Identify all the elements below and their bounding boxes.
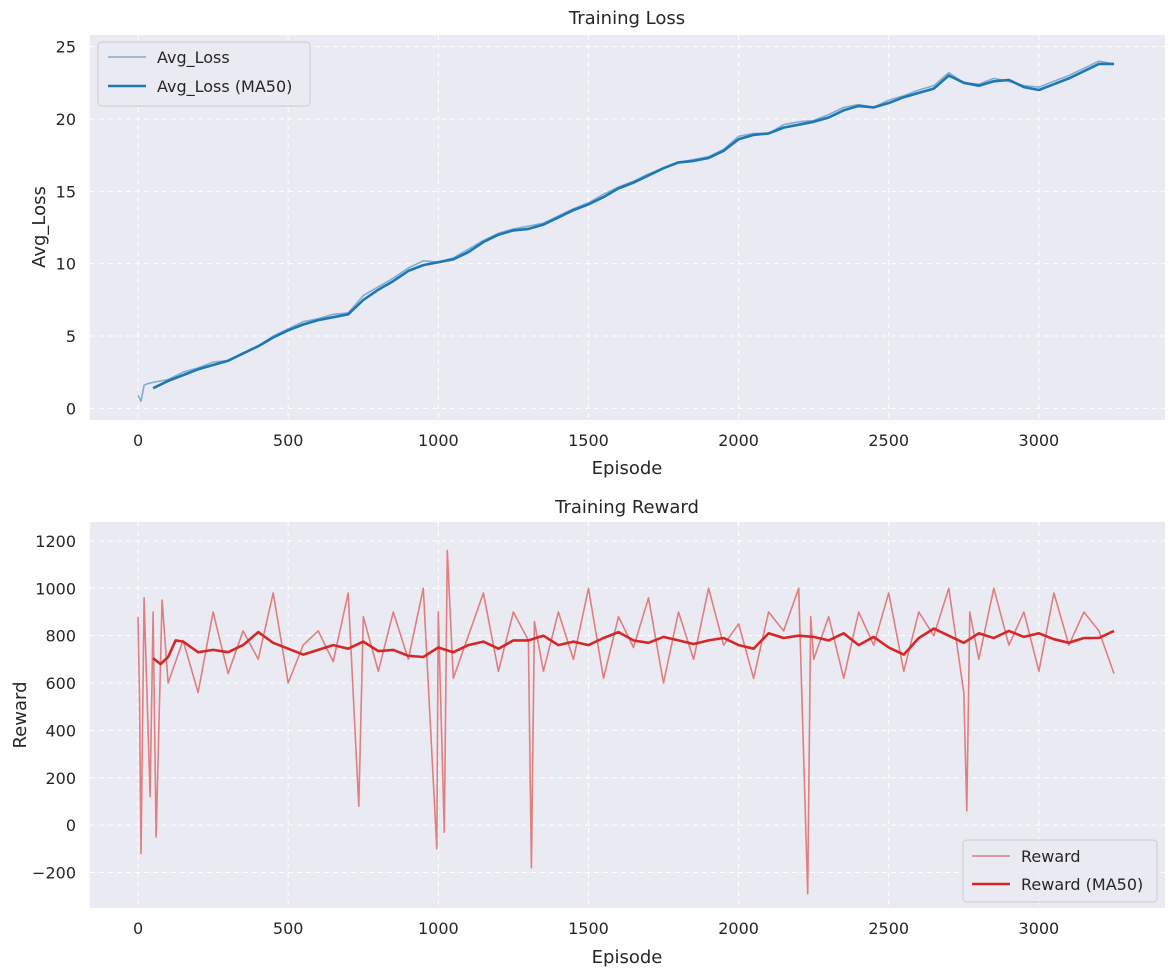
x-tick-label: 3000: [1019, 919, 1060, 938]
y-tick-label: 25: [56, 38, 76, 57]
legend-label-reward-ma50: Reward (MA50): [1021, 875, 1143, 894]
legend-label-avg-loss-ma50: Avg_Loss (MA50): [157, 77, 292, 97]
legend-label-reward: Reward: [1021, 847, 1081, 866]
x-tick-label: 2000: [718, 919, 759, 938]
y-tick-label: 20: [56, 110, 76, 129]
x-tick-label: 500: [273, 919, 304, 938]
legend-box: [962, 839, 1158, 903]
legend: Reward Reward (MA50): [962, 839, 1158, 903]
grid: [90, 35, 1165, 420]
series-lines: [137, 549, 1115, 895]
x-tick-label: 1500: [568, 919, 609, 938]
ticks: 0 500 1000 1500 2000 2500 3000 −200 0 200 400 600 80…: [32, 532, 1059, 938]
series-lines: [137, 60, 1115, 403]
chart-title: Training Loss: [568, 8, 685, 29]
x-axis-label: Episode: [592, 458, 663, 479]
x-tick-label: 0: [133, 431, 143, 450]
x-tick-label: 500: [273, 431, 304, 450]
legend-box: [97, 41, 311, 107]
reward-chart: Training Reward 0 500 1000 1500 2000 2500 3000…: [10, 497, 1165, 968]
y-tick-label: 1000: [35, 579, 76, 598]
chart-title: Training Reward: [554, 497, 699, 518]
legend-label-avg-loss: Avg_Loss: [157, 48, 230, 68]
x-tick-label: 2500: [868, 431, 909, 450]
x-tick-label: 1000: [418, 431, 459, 450]
y-tick-label: 200: [45, 769, 76, 788]
y-tick-label: 15: [56, 182, 76, 201]
raw-series-line: [137, 549, 1115, 895]
x-tick-label: 3000: [1019, 431, 1060, 450]
y-tick-label: 400: [45, 721, 76, 740]
y-tick-label: −200: [32, 863, 76, 882]
y-tick-label: 10: [56, 255, 76, 274]
moving-average-series-line: [152, 627, 1115, 666]
y-tick-label: 800: [45, 627, 76, 646]
x-tick-label: 1000: [418, 919, 459, 938]
y-tick-label: 1200: [35, 532, 76, 551]
y-axis-label: Avg_Loss: [29, 186, 50, 268]
y-tick-label: 0: [66, 816, 76, 835]
x-tick-label: 1500: [568, 431, 609, 450]
y-tick-label: 5: [66, 327, 76, 346]
legend: Avg_Loss Avg_Loss (MA50): [97, 41, 311, 107]
loss-chart: Training Loss 0 500 1000 1500 2000 2500 3000 0 5…: [29, 8, 1165, 479]
x-axis-label: Episode: [592, 947, 663, 968]
moving-average-series-line: [152, 62, 1114, 390]
x-tick-label: 0: [133, 919, 143, 938]
y-axis-label: Reward: [10, 681, 31, 748]
ticks: 0 500 1000 1500 2000 2500 3000 0 5 10 15 20 25: [56, 38, 1060, 450]
x-tick-label: 2000: [718, 431, 759, 450]
y-tick-label: 0: [66, 399, 76, 418]
y-tick-label: 600: [45, 674, 76, 693]
x-tick-label: 2500: [868, 919, 909, 938]
